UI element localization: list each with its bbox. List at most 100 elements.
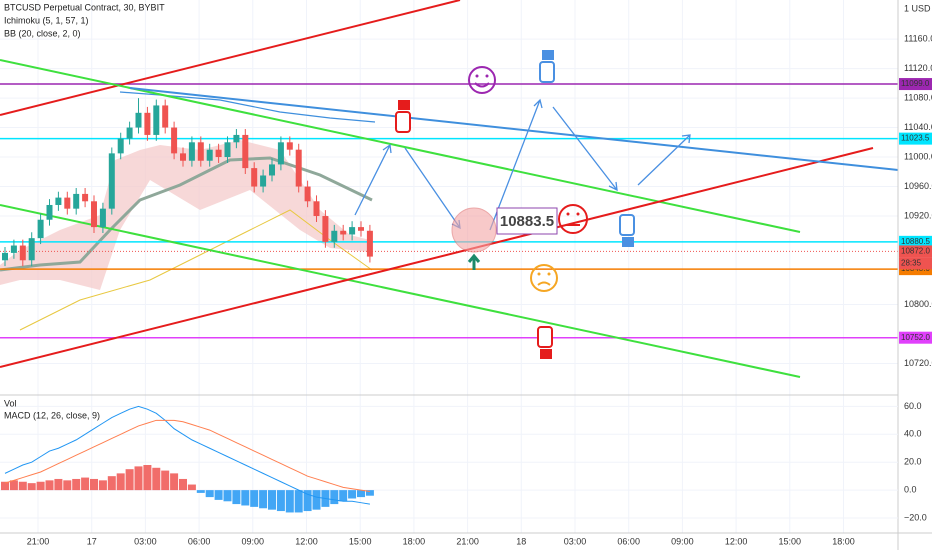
legend: Vol: [4, 398, 17, 408]
price-tag: [899, 331, 932, 344]
hand-icon: [619, 214, 635, 247]
price-label: 10752.0: [901, 333, 930, 342]
price-tag: [899, 78, 932, 91]
histogram-bar: [241, 490, 250, 506]
y-tick-label: 40.0: [904, 429, 922, 439]
candle-body: [366, 230, 373, 257]
candle-body: [37, 219, 44, 239]
histogram-bar: [214, 490, 223, 500]
histogram-bar: [348, 490, 357, 499]
legend: BTCUSD Perpetual Contract, 30, BYBIT: [4, 2, 165, 12]
x-tick-label: 15:00: [779, 536, 802, 546]
histogram-bar: [357, 490, 365, 498]
y-tick-label: 11080.0: [904, 92, 932, 102]
macd-pane: [0, 405, 898, 519]
axis: 11160.0 11120.0 11080.0 11040.0 11000.0 10960…: [27, 33, 932, 546]
x-tick-label: 21:00: [27, 536, 50, 546]
legend: MACD (12, 26, close, 9): [4, 410, 100, 420]
histogram-bar: [116, 473, 125, 491]
histogram-bar: [81, 477, 90, 491]
x-tick-label: 09:00: [671, 536, 694, 546]
y-tick-label: 60.0: [904, 401, 922, 411]
price-tag: [899, 245, 932, 258]
histogram-bar: [134, 466, 143, 491]
candle-body: [144, 112, 151, 135]
histogram-bar: [125, 469, 134, 491]
price-tag: [899, 257, 932, 270]
candle-body: [126, 127, 133, 139]
candle-body: [197, 142, 204, 161]
legend: Ichimoku (5, 1, 57, 1): [4, 15, 89, 25]
histogram-bar: [276, 490, 285, 512]
x-tick-label: 03:00: [134, 536, 157, 546]
candle-body: [10, 245, 17, 253]
y-tick-label: 11000.0: [904, 151, 932, 161]
histogram-bar: [45, 480, 54, 491]
macd-line: [4, 419, 370, 493]
price-label: 28:35: [901, 259, 922, 268]
hand-icon: [395, 100, 411, 133]
histogram-bar: [232, 490, 241, 505]
histogram-bar: [27, 483, 36, 491]
candle-body: [73, 193, 80, 209]
y-tick-label: 10920.0: [904, 210, 932, 220]
histogram-bar: [365, 490, 374, 496]
histogram-bar: [170, 473, 179, 491]
price-lines: [0, 83, 898, 339]
candle-body: [153, 105, 160, 135]
candle-body: [358, 227, 364, 231]
candle-body: [313, 201, 320, 217]
annotation-box: [496, 207, 558, 235]
histogram-bar: [303, 490, 312, 512]
histogram-bar: [54, 478, 63, 491]
y-tick-label: 11120.0: [904, 63, 932, 73]
histogram-bar: [72, 478, 81, 491]
y-tick-label: −20.0: [904, 512, 927, 522]
price-label: 11023.5: [901, 134, 930, 143]
trendline: [0, 204, 801, 378]
candle-body: [108, 153, 115, 209]
emoji: [530, 264, 558, 292]
candle-body: [99, 208, 106, 228]
histogram-bar: [205, 490, 214, 498]
histogram-bar: [143, 465, 152, 491]
histogram-bar: [98, 480, 107, 491]
histogram-bar: [268, 490, 276, 510]
histogram-bar: [339, 490, 348, 502]
histogram-bar: [187, 484, 196, 491]
candle-body: [269, 164, 275, 176]
candle-body: [180, 153, 186, 161]
candle-body: [171, 127, 178, 154]
price-tag: [899, 235, 932, 248]
y-tick-label: 11160.0: [904, 33, 932, 43]
candle-body: [224, 142, 231, 158]
x-tick-label: 09:00: [242, 536, 265, 546]
histogram-bar: [285, 490, 294, 513]
histogram-bar: [330, 490, 339, 505]
y-tick-label: 11040.0: [904, 122, 932, 132]
histogram-bar: [9, 480, 18, 491]
histogram-bar: [18, 481, 27, 491]
y-tick-label: 0.0: [904, 485, 917, 495]
histogram-bar: [250, 490, 259, 507]
histogram-bar: [152, 467, 161, 491]
trendline: [0, 0, 461, 116]
candle-body: [19, 245, 26, 261]
moving-average: [0, 156, 373, 272]
x-tick-label: 21:00: [456, 536, 479, 546]
candle-body: [215, 149, 222, 158]
histogram-bar: [107, 476, 116, 491]
highlight-circle: [451, 207, 497, 253]
price-label: 11099.0: [901, 79, 930, 88]
histogram-bar: [312, 490, 321, 510]
candle-body: [349, 227, 356, 235]
candle-body: [162, 105, 169, 128]
macd-line: [4, 405, 370, 505]
x-tick-label: 15:00: [349, 536, 372, 546]
candle-body: [91, 201, 97, 228]
y-tick-label: 10720.0: [904, 358, 932, 368]
candle-body: [322, 216, 329, 242]
candle-body: [251, 168, 258, 187]
candle-body: [117, 138, 124, 154]
